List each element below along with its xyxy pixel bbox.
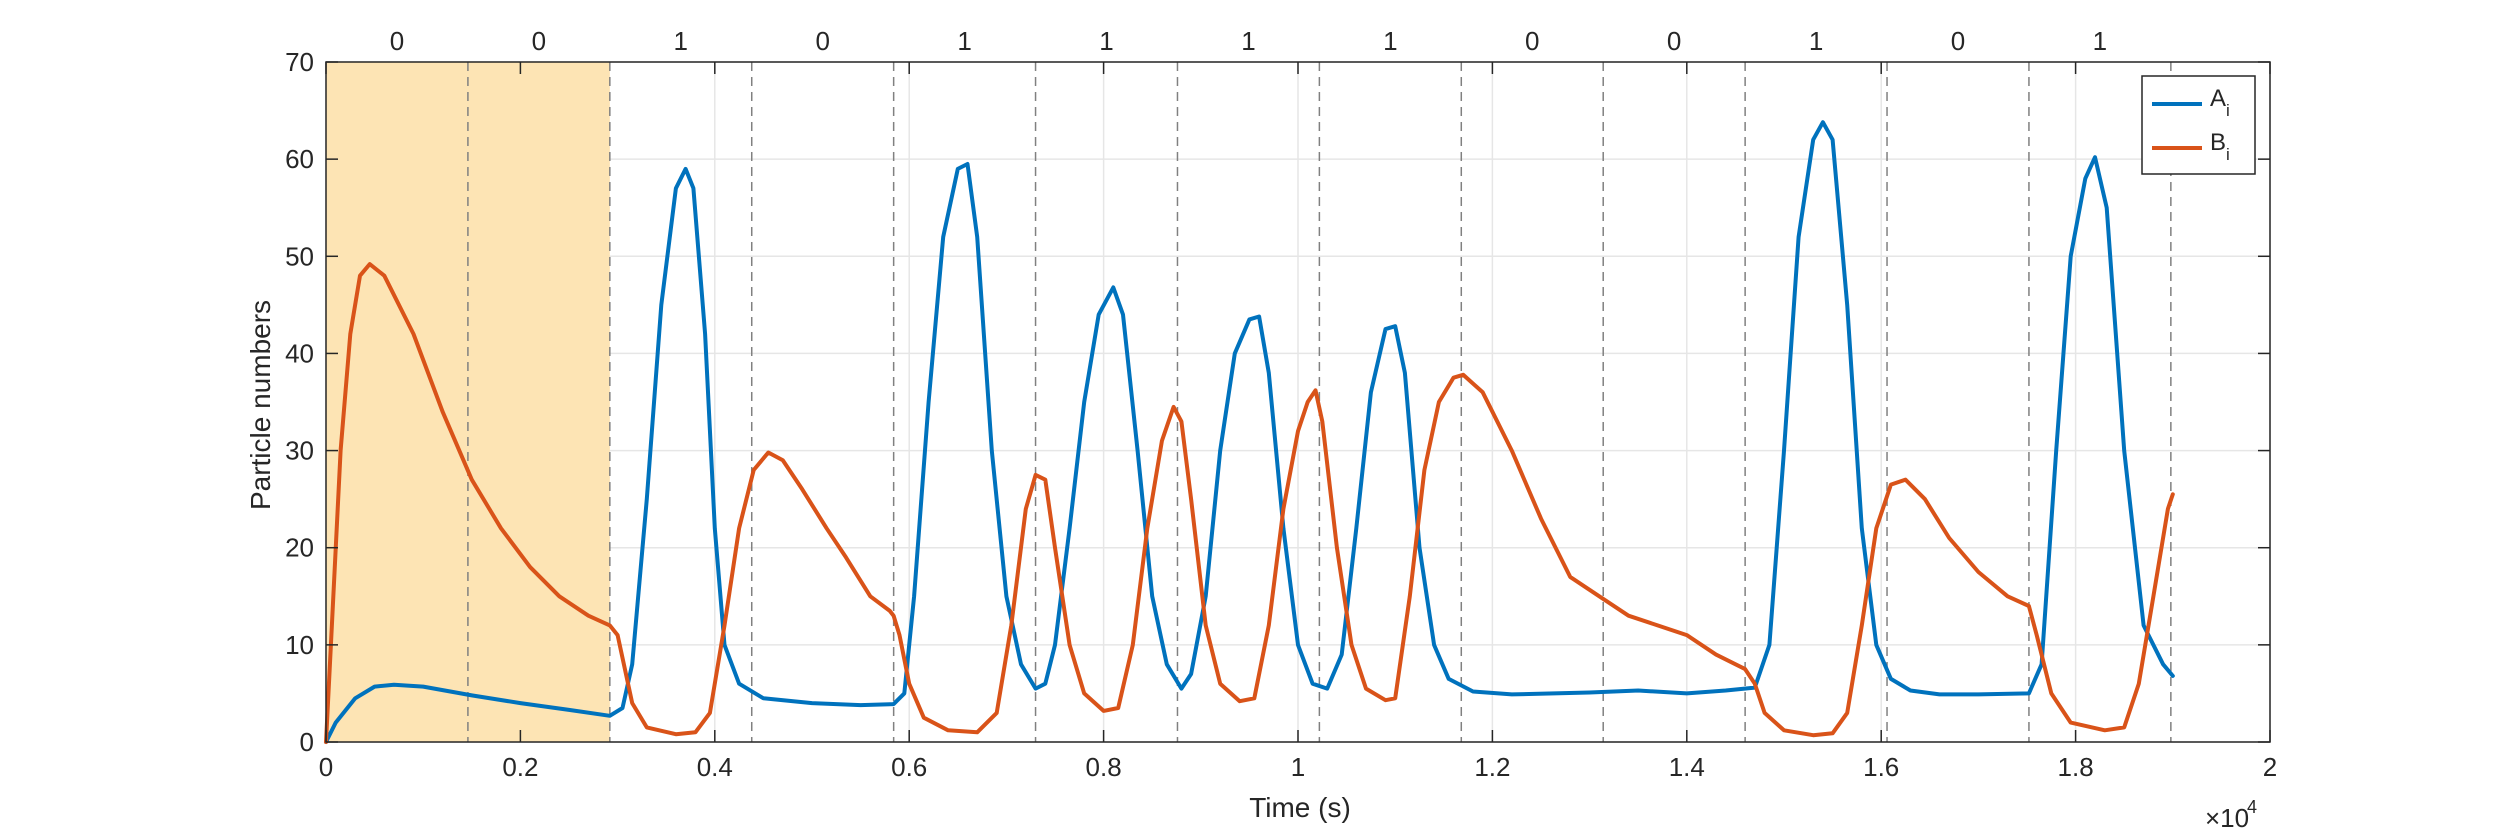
x-tick-label: 2 [2263, 752, 2277, 782]
y-tick-label: 20 [285, 533, 314, 563]
legend-box [2141, 75, 2256, 175]
svg-text:4: 4 [2247, 797, 2257, 817]
x-tick-label: 1.8 [2058, 752, 2094, 782]
interval-bit-label: 1 [674, 26, 688, 56]
series-line-a [324, 120, 2175, 744]
interval-bit-label: 1 [957, 26, 971, 56]
interval-bit-label: 0 [390, 26, 404, 56]
svg-text:×10: ×10 [2205, 803, 2249, 833]
x-axis-label: Time (s) [1249, 792, 1351, 823]
y-tick-label: 40 [285, 338, 314, 368]
y-tick-label: 60 [285, 144, 314, 174]
interval-bit-label: 1 [2093, 26, 2107, 56]
y-tick-label: 0 [300, 727, 314, 757]
x-tick-label: 1.6 [1863, 752, 1899, 782]
interval-bit-label: 0 [532, 26, 546, 56]
y-tick-label: 70 [285, 47, 314, 77]
legend-label-a: Ai [2210, 85, 2230, 120]
series-line-b [324, 262, 2175, 744]
x-tick-label: 0.8 [1086, 752, 1122, 782]
x-tick-label: 1 [1291, 752, 1305, 782]
interval-bit-label: 0 [1667, 26, 1681, 56]
interval-bit-label: 1 [1383, 26, 1397, 56]
x-tick-label: 0.2 [502, 752, 538, 782]
x-tick-label: 1.4 [1669, 752, 1705, 782]
y-tick-label: 10 [285, 630, 314, 660]
y-tick-label: 30 [285, 436, 314, 466]
x-tick-label: 0 [319, 752, 333, 782]
interval-bit-label: 1 [1099, 26, 1113, 56]
x-tick-label: 0.6 [891, 752, 927, 782]
x-exponent-label: ×10 4 [2205, 797, 2257, 833]
x-tick-label: 1.2 [1474, 752, 1510, 782]
y-tick-label: 50 [285, 241, 314, 271]
x-tick-label: 0.4 [697, 752, 733, 782]
interval-bit-label: 0 [1951, 26, 1965, 56]
interval-bit-label: 1 [1241, 26, 1255, 56]
y-axis-label: Particle numbers [245, 300, 276, 510]
interval-bit-label: 0 [815, 26, 829, 56]
interval-bit-label: 1 [1809, 26, 1823, 56]
interval-bit-label: 0 [1525, 26, 1539, 56]
legend-label-b: Bi [2210, 129, 2230, 164]
